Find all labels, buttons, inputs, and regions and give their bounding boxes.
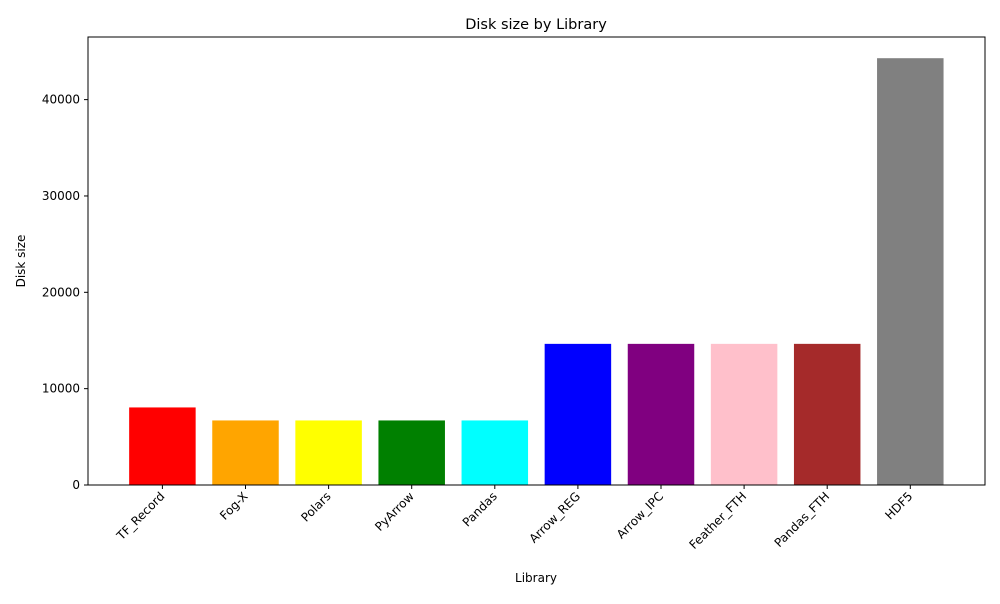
- x-tick-label: Arrow_IPC: [614, 489, 666, 541]
- y-tick-label: 30000: [42, 189, 80, 203]
- x-tick-label: Arrow_REG: [526, 489, 583, 546]
- y-tick-label: 10000: [42, 382, 80, 396]
- bar-fog-x: [212, 420, 279, 485]
- y-tick-label: 0: [72, 478, 80, 492]
- plot-area: 0 10000 20000 30000 40000 TF_Record Fog-X Polar…: [42, 36, 986, 552]
- bar-arrow-reg: [544, 343, 612, 485]
- x-tick-label: Feather_FTH: [687, 489, 750, 552]
- bar-pyarrow: [378, 420, 445, 485]
- bar-tf-record: [129, 407, 196, 485]
- x-tick-label: HDF5: [882, 489, 915, 522]
- axes-frame: [87, 36, 986, 486]
- bar-polars: [295, 420, 362, 485]
- y-axis-label: Disk size: [14, 235, 28, 288]
- x-tick-label: TF_Record: [113, 489, 167, 543]
- x-tick-label: Polars: [298, 489, 333, 524]
- x-tick-label: Pandas_FTH: [772, 489, 833, 550]
- bar-pandas: [461, 420, 529, 485]
- chart-title: Disk size by Library: [465, 17, 607, 33]
- y-tick-label: 40000: [42, 93, 80, 107]
- bar-pandas-fth: [793, 343, 861, 485]
- bar-arrow-ipc: [627, 343, 695, 485]
- x-tick-label: PyArrow: [372, 489, 417, 534]
- y-tick-label: 20000: [42, 285, 80, 299]
- x-axis-label: Library: [515, 571, 557, 585]
- bar-hdf5: [877, 58, 944, 485]
- x-tick-label: Pandas: [460, 489, 500, 529]
- bar-feather-fth: [710, 343, 778, 485]
- x-tick-label: Fog-X: [217, 489, 251, 523]
